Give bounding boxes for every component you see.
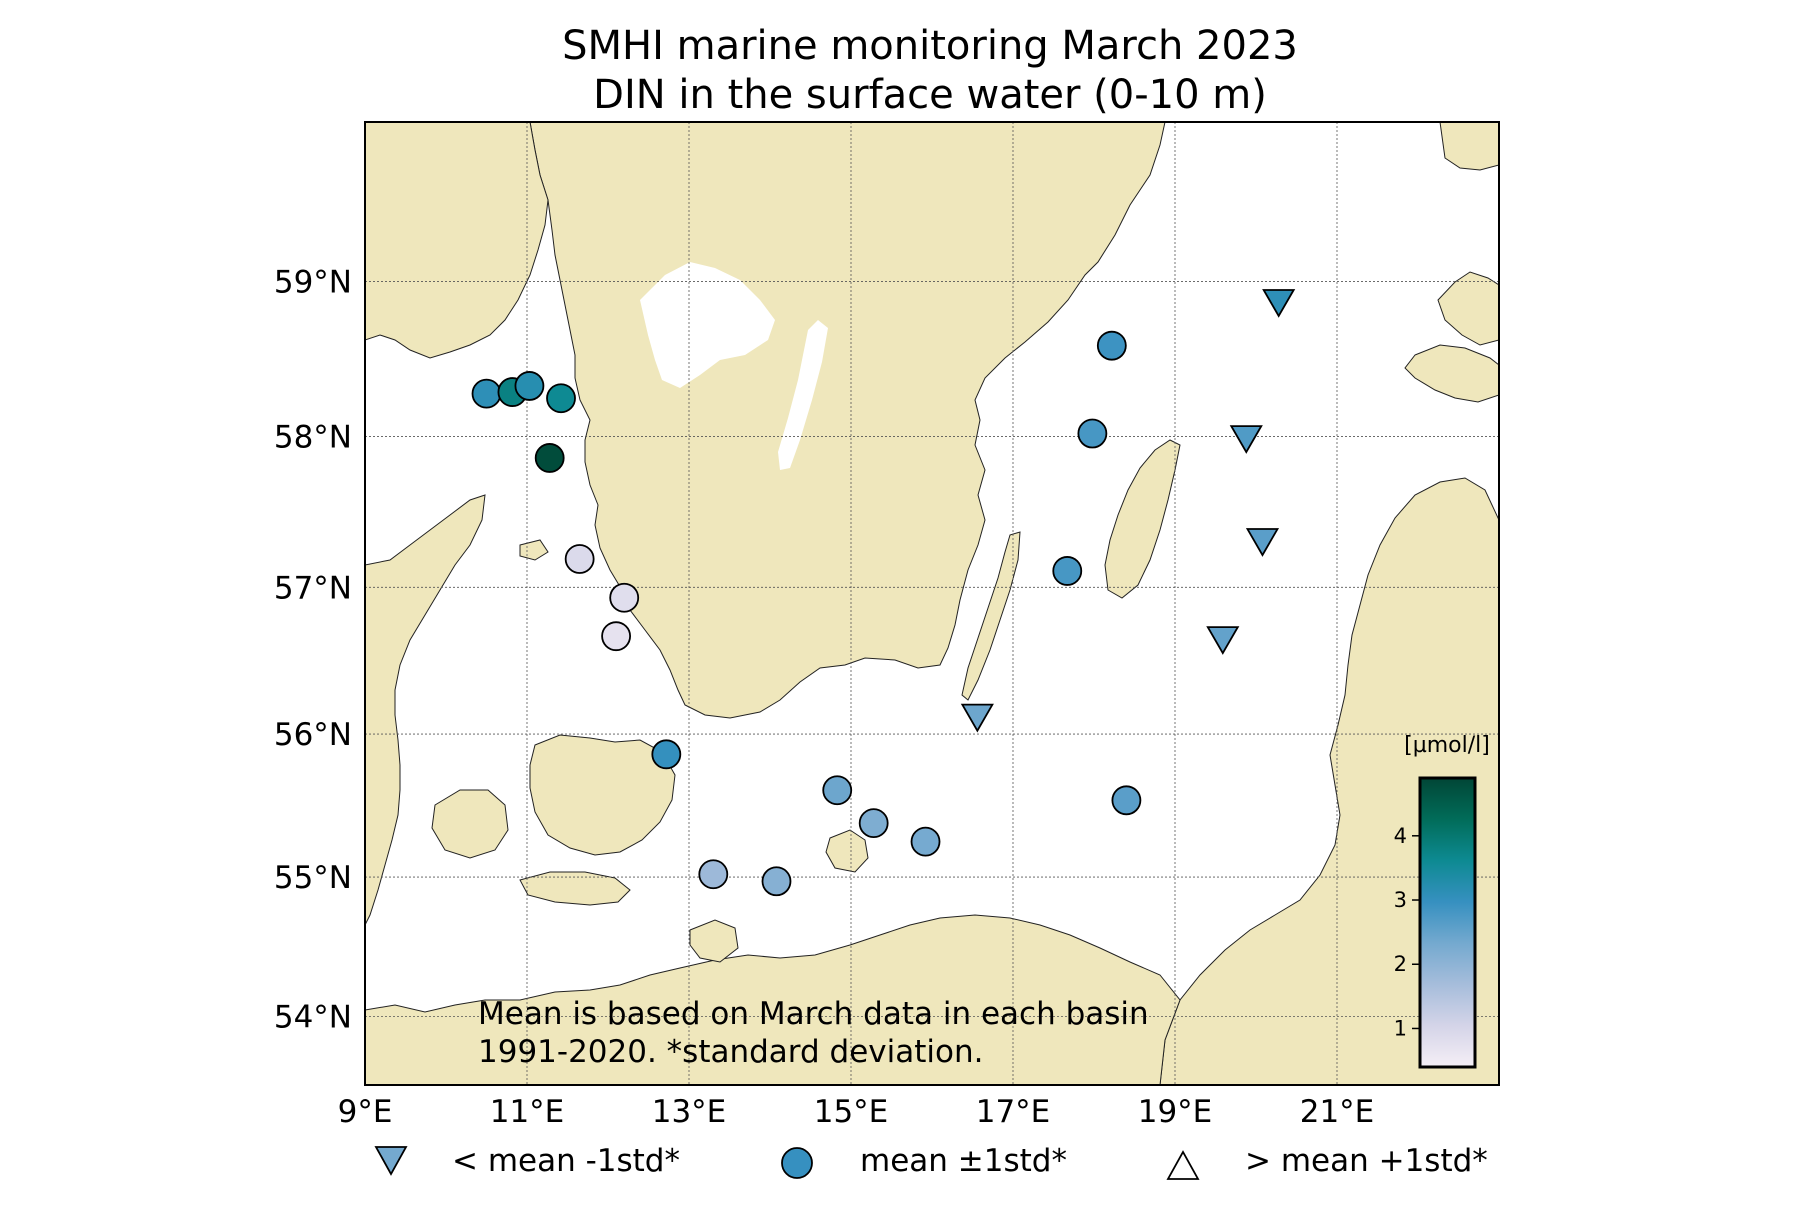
land-jutland [365, 494, 486, 926]
colorbar-tick-label: 3 [1394, 888, 1407, 912]
station-circle-marker[interactable] [1096, 330, 1127, 361]
station-circle-marker[interactable] [534, 443, 565, 473]
land-saaremaa [1404, 344, 1499, 403]
lakes-layer [640, 262, 828, 470]
land-norway [365, 122, 549, 359]
colorbar: [µmol/l] 1 2 3 4 [1394, 733, 1490, 1069]
lon-tick-label: 11°E [490, 1094, 565, 1130]
station-circle-marker[interactable] [822, 775, 853, 806]
lat-tick-label: 59°N [274, 265, 352, 301]
legend-label-within: mean ±1std* [860, 1143, 1067, 1179]
land-poland-germany [365, 914, 1181, 1085]
land-funen [431, 789, 509, 859]
land-baltic-states [1159, 477, 1499, 1085]
lon-tick-labels: 9°E 11°E 13°E 15°E 17°E 19°E 21°E [338, 1094, 1375, 1130]
legend-label-above: > mean +1std* [1245, 1143, 1488, 1179]
station-circle-marker[interactable] [858, 808, 889, 839]
colorbar-tick-label: 2 [1394, 952, 1407, 976]
land-lolland [519, 871, 631, 906]
legend-item-below: < mean -1std* [374, 1143, 680, 1179]
legend-label-below: < mean -1std* [452, 1143, 680, 1179]
station-circle-marker[interactable] [651, 739, 682, 770]
lat-tick-labels: 54°N 55°N 56°N 57°N 58°N 59°N [274, 265, 352, 1036]
lon-tick-label: 15°E [814, 1094, 889, 1130]
station-circle-marker[interactable] [1077, 418, 1108, 449]
station-circle-marker[interactable] [910, 826, 941, 857]
lon-tick-label: 19°E [1138, 1094, 1213, 1130]
colorbar-unit: [µmol/l] [1404, 733, 1490, 758]
lon-tick-label: 17°E [976, 1094, 1051, 1130]
map-panel [364, 121, 1500, 1086]
station-circle-marker[interactable] [609, 582, 640, 613]
lon-tick-label: 13°E [652, 1094, 727, 1130]
land-zealand [529, 734, 676, 856]
station-circle-marker[interactable] [471, 378, 502, 409]
lat-tick-label: 58°N [274, 420, 352, 456]
graticule [365, 122, 1499, 1085]
station-circle-marker[interactable] [546, 383, 576, 414]
colorbar-tick-label: 4 [1394, 824, 1407, 848]
legend-item-within: mean ±1std* [781, 1143, 1067, 1179]
land-gotland [1104, 439, 1181, 599]
station-circle-marker[interactable] [698, 859, 729, 890]
lon-tick-label: 9°E [338, 1094, 393, 1130]
colorbar-gradient [1418, 776, 1477, 1069]
station-circle-marker[interactable] [601, 621, 631, 652]
colorbar-ticks: 1 2 3 4 [1394, 824, 1420, 1040]
stations-layer [471, 289, 1296, 897]
lake-vattern [778, 320, 828, 470]
circle-icon [781, 1147, 813, 1179]
station-circle-marker[interactable] [761, 866, 792, 897]
colorbar-tick-label: 1 [1394, 1016, 1407, 1040]
legend-item-above: > mean +1std* [1166, 1143, 1488, 1180]
lake-vanern [640, 262, 775, 388]
map-frame [364, 121, 1500, 1086]
station-triangle-down-marker[interactable] [1206, 626, 1240, 655]
lat-tick-label: 55°N [274, 860, 352, 896]
land-rugen [689, 919, 739, 963]
land-finland [1439, 122, 1499, 171]
lat-tick-label: 54°N [274, 1000, 352, 1036]
legend: < mean -1std* mean ±1std* > mean +1std* [374, 1143, 1488, 1180]
note-line-1: Mean is based on March data in each basi… [478, 996, 1149, 1032]
triangle-down-icon [374, 1146, 408, 1176]
station-triangle-down-marker[interactable] [1245, 528, 1280, 557]
station-circle-marker[interactable] [1111, 785, 1142, 816]
land-bornholm [825, 829, 869, 873]
lat-tick-label: 56°N [274, 717, 352, 753]
station-triangle-down-marker[interactable] [960, 703, 994, 733]
station-triangle-down-marker[interactable] [1262, 289, 1296, 318]
station-circle-marker[interactable] [514, 371, 545, 401]
lon-tick-label: 21°E [1300, 1094, 1375, 1130]
station-circle-marker[interactable] [564, 544, 595, 574]
note-line-2: 1991-2020. *standard deviation. [478, 1034, 983, 1070]
land-estonia [1437, 271, 1499, 346]
title-line-1: SMHI marine monitoring March 2023 [562, 23, 1298, 69]
station-circle-marker[interactable] [1052, 556, 1083, 586]
land-oland [961, 531, 1021, 701]
triangle-up-icon [1166, 1150, 1200, 1180]
station-triangle-down-marker[interactable] [1229, 425, 1263, 454]
lat-tick-label: 57°N [274, 570, 352, 606]
title-line-2: DIN in the surface water (0-10 m) [593, 72, 1267, 118]
